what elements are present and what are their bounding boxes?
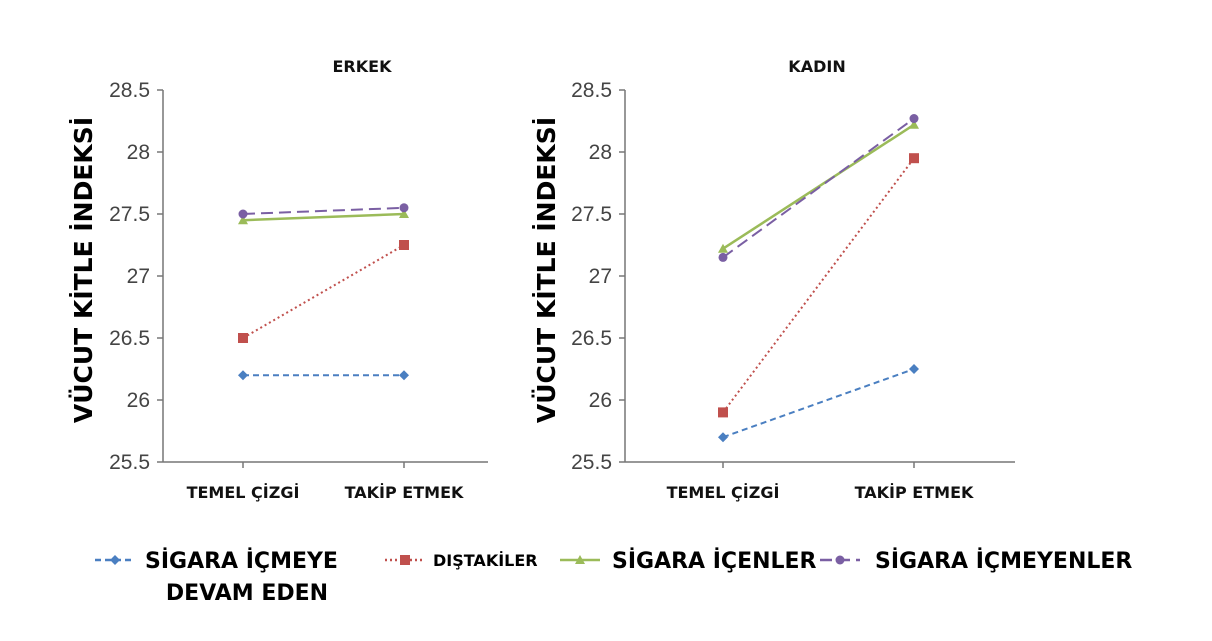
series-line (242, 244, 405, 339)
data-point (909, 114, 919, 124)
y-tick-label: 26 (127, 389, 150, 412)
legend-item: SİGARA İÇENLER (560, 548, 817, 574)
data-point (909, 153, 919, 164)
series-1 (718, 364, 919, 443)
legend-label: SİGARA İÇMEYENLER (875, 548, 1132, 574)
data-point (909, 364, 919, 374)
legend-marker (110, 555, 120, 565)
series-3 (718, 119, 919, 253)
y-tick-label: 28 (127, 141, 150, 164)
series-line (242, 212, 405, 222)
legend-marker (400, 555, 410, 565)
legend: SİGARA İÇMEYE DEVAM EDEN DIŞTAKİLER SİGARA … (95, 548, 1132, 606)
legend-item: DIŞTAKİLER (385, 551, 538, 570)
chart-panel-1: 25.5 26 26.5 27 27.5 28 28.5 TEMEL ÇİZGİ TAKİP E… (68, 57, 488, 502)
legend-marker (575, 555, 585, 564)
data-point (238, 333, 248, 343)
data-point (909, 119, 919, 129)
y-tick-label: 27 (589, 265, 612, 288)
legend-item: SİGARA İÇMEYENLER (820, 548, 1132, 574)
x-tick-label: TAKİP ETMEK (345, 483, 464, 502)
y-tick-label: 27.5 (109, 203, 150, 226)
data-point (238, 215, 248, 225)
data-point (718, 252, 728, 262)
legend-item: SİGARA İÇMEYE DEVAM EDEN (95, 548, 338, 606)
y-tick-label: 28 (589, 141, 612, 164)
y-tick-label: 25.5 (571, 451, 612, 474)
data-point (718, 243, 728, 253)
series-line (722, 368, 915, 439)
series-2 (718, 153, 919, 418)
y-tick-label: 25.5 (109, 451, 150, 474)
data-point (718, 432, 728, 443)
series-line (242, 206, 405, 215)
series-2 (238, 240, 409, 343)
series-1 (238, 370, 409, 381)
series-3 (238, 209, 409, 225)
chart-panel-2: 25.5 26 26.5 27 27.5 28 28.5 TEMEL ÇİZGİ TAKİP E… (531, 57, 1015, 502)
data-point (238, 209, 248, 219)
y-axis-label: VÜCUT KİTLE İNDEKSİ (531, 117, 561, 423)
legend-label: SİGARA İÇMEYE (145, 548, 338, 574)
y-tick-label: 26.5 (571, 327, 612, 350)
x-tick-label: TAKİP ETMEK (855, 483, 974, 502)
series-4 (718, 114, 919, 262)
legend-label-line2: DEVAM EDEN (166, 581, 328, 606)
series-line (722, 117, 915, 259)
series-line (722, 157, 915, 414)
data-point (399, 209, 409, 218)
legend-label: SİGARA İÇENLER (612, 548, 817, 574)
series-line (722, 123, 915, 250)
series-4 (238, 203, 409, 219)
legend-marker (835, 555, 845, 565)
y-tick-label: 28.5 (571, 79, 612, 102)
y-tick-label: 28.5 (109, 79, 150, 102)
chart-title: KADIN (788, 57, 845, 76)
chart-title: ERKEK (333, 57, 393, 76)
data-point (399, 203, 409, 213)
x-tick-label: TEMEL ÇİZGİ (667, 483, 780, 502)
x-tick-label: TEMEL ÇİZGİ (187, 483, 300, 502)
y-tick-label: 26 (589, 389, 612, 412)
y-tick-label: 27 (127, 265, 150, 288)
y-tick-label: 27.5 (571, 203, 612, 226)
data-point (238, 370, 248, 381)
legend-label: DIŞTAKİLER (433, 551, 538, 570)
data-point (399, 240, 409, 250)
data-point (399, 370, 409, 381)
y-axis-label: VÜCUT KİTLE İNDEKSİ (68, 117, 98, 423)
y-tick-label: 26.5 (109, 327, 150, 350)
data-point (718, 407, 728, 418)
